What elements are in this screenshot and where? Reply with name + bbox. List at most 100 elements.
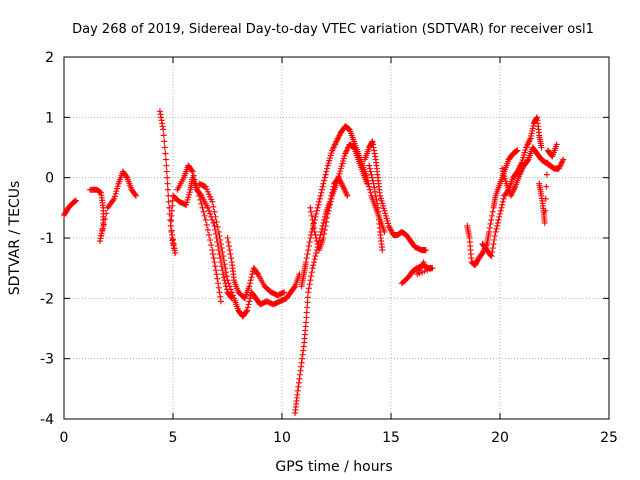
data-point [254, 270, 261, 277]
data-point [103, 210, 110, 217]
data-point [162, 150, 169, 157]
data-point [320, 219, 327, 226]
data-point [102, 215, 109, 222]
data-point [212, 263, 219, 270]
data-point [420, 259, 427, 266]
data-point [324, 210, 331, 217]
data-point [225, 243, 232, 250]
data-point [167, 222, 174, 229]
data-point [497, 210, 503, 217]
data-point [281, 289, 288, 296]
data-point [524, 157, 531, 164]
data-point [212, 213, 219, 220]
data-point [327, 198, 334, 205]
data-point [203, 221, 210, 228]
y-tick-label: -4 [40, 412, 54, 428]
data-point [209, 247, 216, 254]
data-point [303, 309, 310, 316]
data-point [72, 197, 79, 204]
data-point [209, 216, 216, 223]
data-point [205, 231, 212, 238]
data-point [304, 251, 311, 258]
data-point [495, 216, 502, 223]
data-point [162, 156, 169, 163]
data-point [199, 204, 206, 211]
data-point [326, 204, 333, 211]
data-point [308, 273, 315, 280]
data-point [198, 200, 205, 207]
data-point [244, 307, 251, 314]
data-point [215, 284, 222, 291]
data-point [305, 285, 312, 292]
x-axis-label: GPS time / hours [275, 459, 392, 475]
data-point [324, 165, 331, 172]
data-point [225, 239, 232, 246]
data-point [311, 228, 318, 235]
data-point [247, 277, 254, 284]
data-point [316, 198, 323, 205]
data-point [246, 283, 253, 290]
data-point [208, 242, 215, 249]
y-tick-label: -3 [40, 352, 54, 368]
data-point [164, 174, 171, 181]
series-track-p [536, 141, 560, 226]
data-point [321, 177, 328, 184]
data-point [302, 259, 309, 266]
data-point [324, 214, 331, 221]
data-point [319, 183, 326, 190]
data-point [213, 271, 220, 278]
series-track-k [366, 162, 386, 254]
data-point [313, 210, 320, 217]
data-point [368, 171, 375, 178]
series-track-n [479, 114, 545, 260]
data-point [212, 226, 219, 233]
data-point [307, 204, 314, 211]
data-point [313, 235, 320, 241]
data-point [310, 259, 317, 266]
data-point [191, 176, 198, 183]
data-point [224, 277, 231, 284]
data-point [364, 180, 371, 187]
data-point [163, 162, 170, 169]
data-point [160, 132, 167, 139]
data-point [304, 304, 311, 311]
data-point [211, 259, 218, 266]
data-point [249, 271, 256, 278]
axis-ticks: 0 5 10 15 20 25 -4 -3 -2 -1 0 1 2 [40, 50, 618, 446]
data-point [305, 243, 312, 250]
data-point [163, 168, 170, 175]
grid [64, 57, 609, 419]
data-point [217, 298, 224, 305]
data-point [302, 319, 309, 326]
data-point [210, 219, 217, 226]
data-point [310, 262, 317, 269]
data-point [489, 245, 496, 252]
data-point [214, 275, 221, 282]
data-point [309, 265, 316, 272]
data-point [491, 232, 498, 239]
data-point [489, 212, 496, 219]
data-point [369, 177, 376, 184]
data-point [246, 298, 253, 305]
series-track-g [292, 174, 351, 416]
data-point [189, 168, 196, 175]
data-point [228, 255, 235, 262]
data-point [493, 225, 500, 232]
data-point [308, 269, 315, 276]
data-point [543, 171, 550, 178]
data-point [500, 195, 507, 202]
data-point [303, 255, 310, 262]
data-point [123, 173, 130, 180]
x-tick-label: 5 [169, 430, 178, 446]
data-point [316, 195, 323, 202]
data-point [200, 208, 207, 215]
data-point [245, 301, 252, 308]
data-point [223, 269, 230, 276]
chart-title: Day 268 of 2019, Sidereal Day-to-day VTE… [72, 22, 594, 37]
data-point [367, 189, 374, 196]
data-point [193, 184, 200, 191]
data-point [211, 222, 218, 229]
data-point [211, 208, 218, 215]
data-point [223, 273, 230, 280]
data-point [325, 207, 332, 214]
